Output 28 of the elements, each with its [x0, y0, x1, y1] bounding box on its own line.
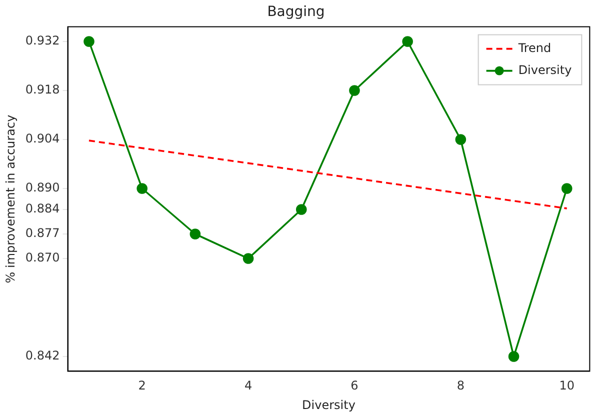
- point: [455, 134, 466, 145]
- y-axis-title: % improvement in accuracy: [3, 114, 18, 284]
- y-tick-label: 0.877: [25, 226, 60, 240]
- point: [349, 85, 360, 96]
- point: [561, 183, 572, 194]
- y-tick-label: 0.918: [25, 82, 60, 97]
- y-tick-label: 0.884: [25, 202, 60, 216]
- x-tick-label: 2: [138, 378, 146, 393]
- y-tick-label: 0.870: [25, 250, 60, 265]
- x-tick-label: 10: [559, 378, 575, 393]
- y-tick-label: 0.842: [25, 348, 60, 363]
- x-tick-label: 8: [456, 378, 464, 393]
- y-tick-label: 0.890: [25, 180, 60, 195]
- point: [84, 36, 94, 47]
- point: [508, 351, 520, 362]
- x-axis-title: Diversity: [302, 398, 356, 412]
- point: [190, 228, 201, 240]
- x-tick-label: 4: [244, 378, 252, 393]
- point: [242, 253, 254, 264]
- point: [296, 204, 307, 215]
- y-tick-label: 0.932: [25, 34, 60, 48]
- y-tick-label: 0.904: [25, 132, 60, 146]
- x-tick-label: 6: [350, 378, 358, 393]
- point: [402, 36, 413, 47]
- legend-label: Diversity: [518, 62, 572, 77]
- chart-title: Bagging: [267, 4, 325, 20]
- point: [136, 183, 148, 194]
- legend-label: Trend: [517, 40, 552, 55]
